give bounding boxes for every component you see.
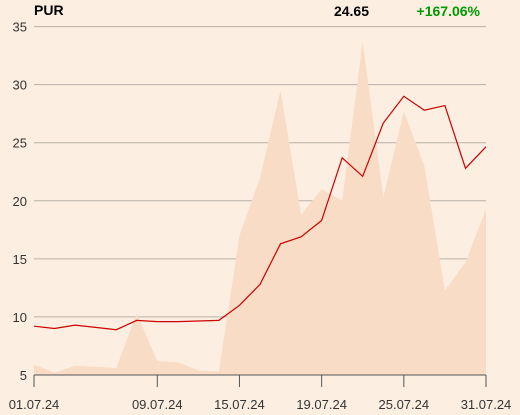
x-tick-label: 19.07.24 <box>296 397 347 412</box>
x-tick-label: 25.07.24 <box>379 397 430 412</box>
volume-area <box>34 41 486 375</box>
x-tick-label: 01.07.24 <box>9 397 60 412</box>
y-tick-label: 25 <box>13 136 27 151</box>
price-line <box>33 95 487 331</box>
y-tick-label: 35 <box>13 20 27 35</box>
y-tick-label: 20 <box>13 194 27 209</box>
y-tick-label: 10 <box>13 310 27 325</box>
y-tick-label: 15 <box>13 252 27 267</box>
y-tick-label: 5 <box>20 368 27 383</box>
last-price: 24.65 <box>334 3 369 19</box>
x-tick-label: 31.07.24 <box>461 397 512 412</box>
x-tick-label: 09.07.24 <box>132 397 183 412</box>
y-axis-labels: 5 10 15 20 25 30 35 <box>13 20 27 383</box>
x-axis-ticks: 01.07.24 09.07.24 15.07.24 19.07.24 25.07.24… <box>9 375 512 412</box>
ticker-symbol: PUR <box>34 2 64 18</box>
x-tick-label: 15.07.24 <box>214 397 265 412</box>
change-percent: +167.06% <box>417 3 481 19</box>
y-tick-label: 30 <box>13 78 27 93</box>
